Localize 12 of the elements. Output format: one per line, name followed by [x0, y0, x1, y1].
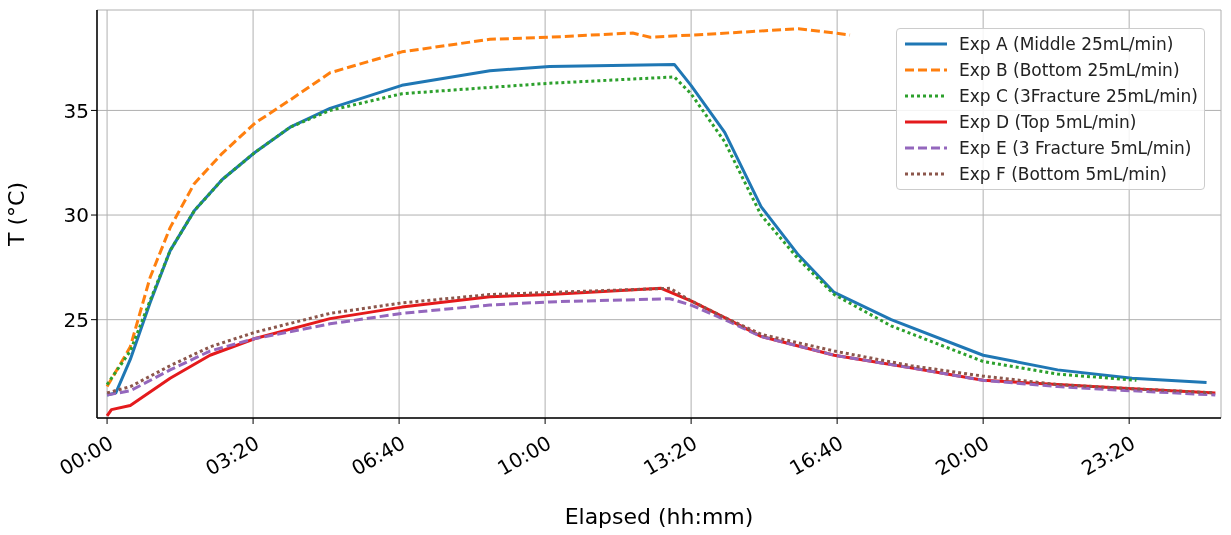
line-series	[105, 27, 852, 389]
legend-label: Exp B (Bottom 25mL/min)	[958, 59, 1180, 82]
y-tick-label: 25	[63, 307, 89, 332]
legend-label: Exp A (Middle 25mL/min)	[958, 33, 1174, 56]
y-tick-label: 35	[63, 98, 89, 123]
legend-label: Exp D (Top 5mL/min)	[958, 111, 1137, 134]
y-axis-title: T (°C)	[3, 182, 29, 247]
y-tick-label: 30	[63, 203, 89, 228]
legend-label: Exp E (3 Fracture 5mL/min)	[958, 137, 1192, 160]
x-axis-title: Elapsed (hh:mm)	[564, 504, 754, 529]
legend-label: Exp C (3Fracture 25mL/min)	[958, 85, 1198, 108]
legend-label: Exp F (Bottom 5mL/min)	[958, 163, 1167, 186]
